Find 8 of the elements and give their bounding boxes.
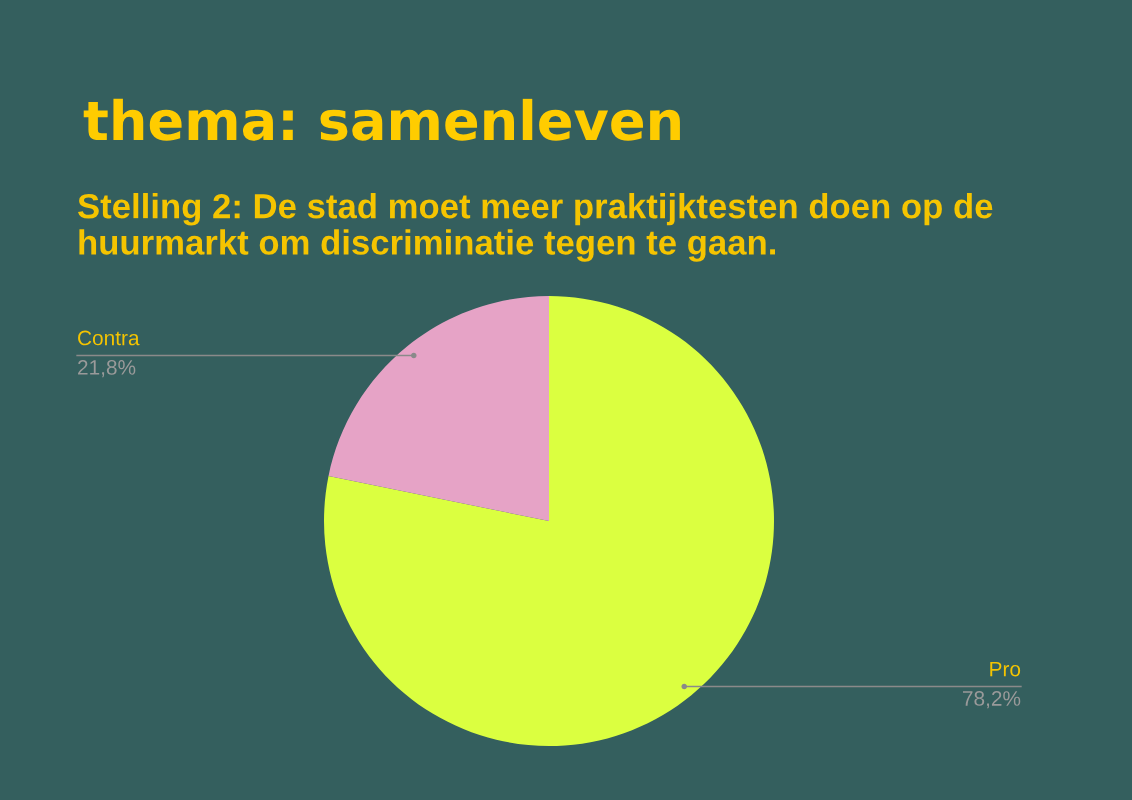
slice-label: Contra	[78, 330, 140, 346]
data-label: 21,8%	[78, 360, 136, 378]
pie-slice	[328, 296, 549, 521]
data-label: 78,2%	[963, 691, 1021, 709]
chart-title: thema: samenleven	[83, 98, 680, 141]
pie-slice	[324, 296, 774, 746]
slice-label: Pro	[990, 661, 1021, 677]
chart-subtitle: Stelling 2: De stad moet meer praktijktesten doen op de huurmarkt om discriminatie tegen te gaan.	[78, 193, 993, 262]
